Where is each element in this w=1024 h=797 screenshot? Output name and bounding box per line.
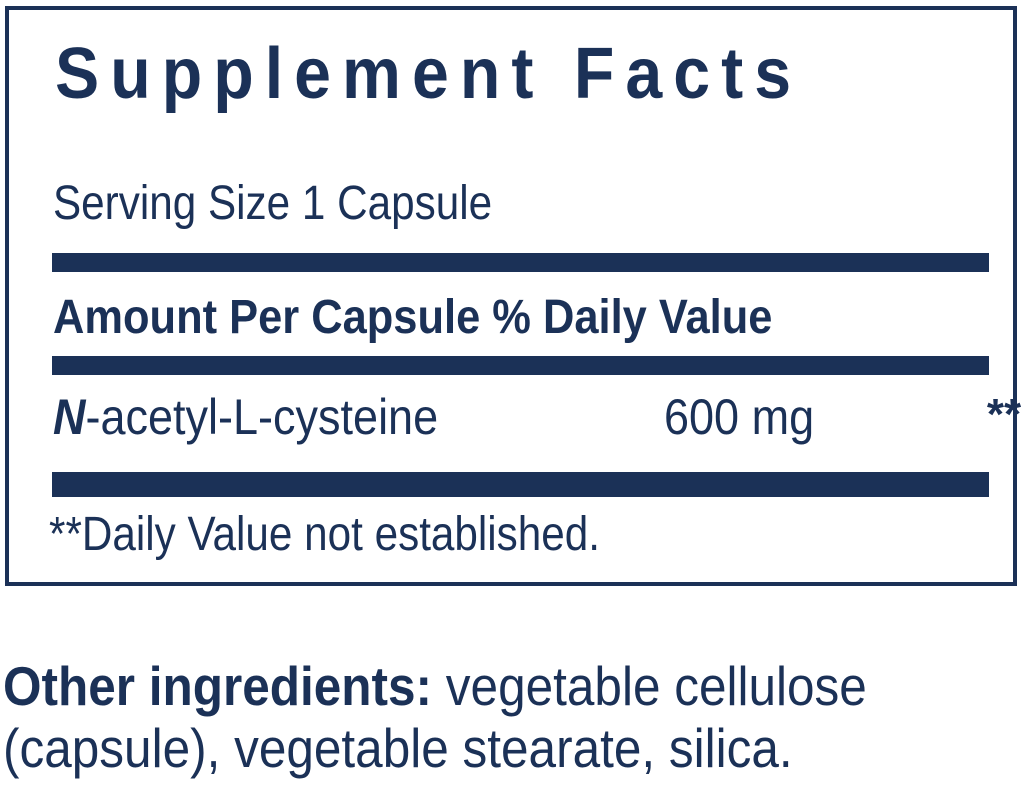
- supplement-facts-panel: Supplement Facts Serving Size 1 Capsule …: [5, 6, 1021, 586]
- table-header-row: Amount Per Capsule % Daily Value: [53, 290, 993, 346]
- divider-rule-top: [52, 253, 989, 272]
- amount-and-daily-value-header: Amount Per Capsule % Daily Value: [53, 291, 773, 344]
- serving-size-text: Serving Size 1 Capsule: [53, 177, 493, 230]
- nutrient-name-prefix: N: [53, 389, 86, 445]
- nutrient-amount: 600 mg: [664, 389, 815, 445]
- nutrient-name-rest: -acetyl-L-cysteine: [85, 389, 439, 445]
- other-ingredients-line-1-rest: vegetable cellulose: [432, 655, 867, 717]
- table-row: N-acetyl-L-cysteine 600 mg **: [53, 386, 1021, 448]
- other-ingredients-block: Other ingredients: vegetable cellulose (…: [3, 655, 922, 779]
- divider-rule-bottom: [52, 472, 989, 497]
- nutrient-daily-value: **: [986, 390, 1022, 439]
- other-ingredients-line-1: Other ingredients: vegetable cellulose: [3, 655, 922, 717]
- daily-value-footnote: **Daily Value not established.: [49, 508, 601, 561]
- other-ingredients-label: Other ingredients:: [3, 655, 433, 717]
- divider-rule-middle: [52, 356, 989, 375]
- other-ingredients-line-2: (capsule), vegetable stearate, silica.: [3, 717, 793, 779]
- page-title: Supplement Facts: [55, 34, 803, 114]
- nutrient-name: N-acetyl-L-cysteine: [53, 386, 438, 448]
